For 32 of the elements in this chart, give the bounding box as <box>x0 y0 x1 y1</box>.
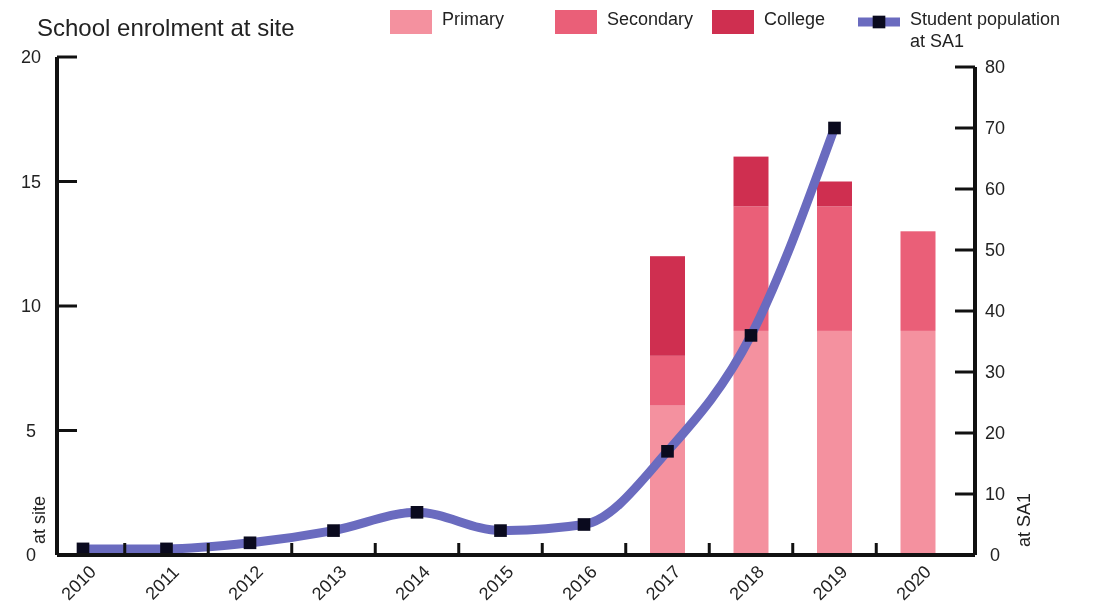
bar <box>900 330 936 555</box>
y-tick-label: 15 <box>20 171 42 192</box>
y2-tick-label: 20 <box>984 423 1006 443</box>
bar <box>650 405 685 555</box>
bar <box>650 256 685 356</box>
y2-tick-label: 60 <box>984 179 1006 199</box>
bar <box>817 181 852 207</box>
bar <box>733 156 769 207</box>
y2-axis-title: at SA1 <box>1014 492 1034 548</box>
y-tick-label: 0 <box>25 545 37 565</box>
y-tick-label: 20 <box>20 47 42 67</box>
legend-label: Secondary <box>607 9 694 29</box>
y-tick-label: 10 <box>20 296 42 316</box>
legend-label: Primary <box>442 9 504 29</box>
y2-tick-label: 40 <box>984 301 1006 321</box>
y2-tick-label: 30 <box>984 362 1006 382</box>
bar <box>650 355 685 406</box>
y2-tick-label: 50 <box>984 240 1006 260</box>
chart-title: School enrolment at site <box>37 14 295 41</box>
y2-tick-label: 10 <box>984 484 1006 504</box>
bar <box>733 330 769 555</box>
y-tick-label: 5 <box>25 420 37 441</box>
y2-tick-label: 80 <box>984 57 1006 77</box>
y2-tick-label: 70 <box>984 118 1006 138</box>
bar <box>817 330 852 555</box>
legend-label: Student population at SA1 <box>910 9 1061 51</box>
bar <box>733 206 769 331</box>
legend-label: College <box>764 9 826 29</box>
bar <box>900 231 936 331</box>
bar <box>817 206 852 331</box>
y2-tick-label: 0 <box>989 545 1001 565</box>
y-axis-title: at site <box>29 495 49 545</box>
